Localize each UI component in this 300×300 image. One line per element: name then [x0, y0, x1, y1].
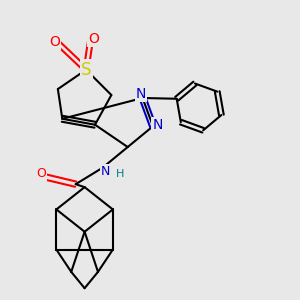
Text: H: H [116, 169, 124, 179]
Text: N: N [152, 118, 163, 132]
Text: N: N [101, 165, 110, 178]
Text: O: O [37, 167, 46, 180]
Text: O: O [50, 34, 60, 49]
Text: N: N [136, 86, 146, 100]
Text: O: O [88, 32, 99, 46]
Text: S: S [81, 61, 91, 79]
